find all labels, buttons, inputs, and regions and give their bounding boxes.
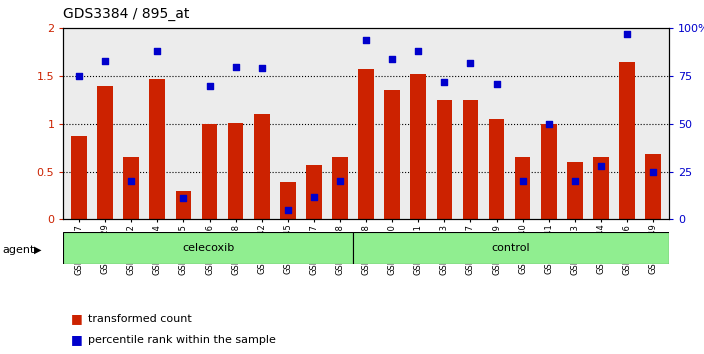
Bar: [201, 124, 218, 219]
Point: [204, 83, 215, 88]
Text: control: control: [491, 243, 530, 253]
Bar: [306, 165, 322, 219]
Point: [151, 48, 163, 54]
Point: [282, 207, 294, 213]
Bar: [436, 100, 452, 219]
Bar: [353, 232, 669, 264]
Point: [386, 56, 398, 62]
Bar: [175, 191, 191, 219]
Point: [360, 37, 372, 42]
Point: [622, 31, 633, 37]
Bar: [63, 232, 353, 264]
Text: percentile rank within the sample: percentile rank within the sample: [88, 335, 276, 345]
Bar: [358, 69, 374, 219]
Point: [517, 178, 528, 184]
Bar: [384, 91, 400, 219]
Bar: [489, 119, 504, 219]
Point: [230, 64, 241, 69]
Bar: [280, 182, 296, 219]
Text: GDS3384 / 895_at: GDS3384 / 895_at: [63, 7, 190, 21]
Bar: [646, 154, 661, 219]
Bar: [515, 157, 531, 219]
Point: [73, 73, 84, 79]
Point: [491, 81, 502, 87]
Bar: [620, 62, 635, 219]
Point: [570, 178, 581, 184]
Point: [543, 121, 554, 127]
Text: ■: ■: [70, 312, 82, 325]
Point: [465, 60, 476, 65]
Point: [125, 178, 137, 184]
Point: [596, 163, 607, 169]
Point: [439, 79, 450, 85]
Bar: [410, 74, 426, 219]
Bar: [463, 100, 478, 219]
Text: celecoxib: celecoxib: [182, 243, 234, 253]
Text: ▶: ▶: [34, 245, 42, 255]
Point: [99, 58, 111, 64]
Bar: [541, 124, 557, 219]
Bar: [593, 157, 609, 219]
Bar: [149, 79, 165, 219]
Bar: [332, 157, 348, 219]
Point: [413, 48, 424, 54]
Bar: [97, 86, 113, 219]
Point: [256, 65, 268, 71]
Text: ■: ■: [70, 333, 82, 346]
Text: transformed count: transformed count: [88, 314, 191, 324]
Bar: [254, 114, 270, 219]
Point: [308, 194, 320, 199]
Bar: [123, 157, 139, 219]
Point: [178, 196, 189, 201]
Point: [648, 169, 659, 175]
Text: agent: agent: [2, 245, 34, 255]
Bar: [71, 136, 87, 219]
Bar: [228, 123, 244, 219]
Point: [334, 178, 346, 184]
Bar: [567, 162, 583, 219]
